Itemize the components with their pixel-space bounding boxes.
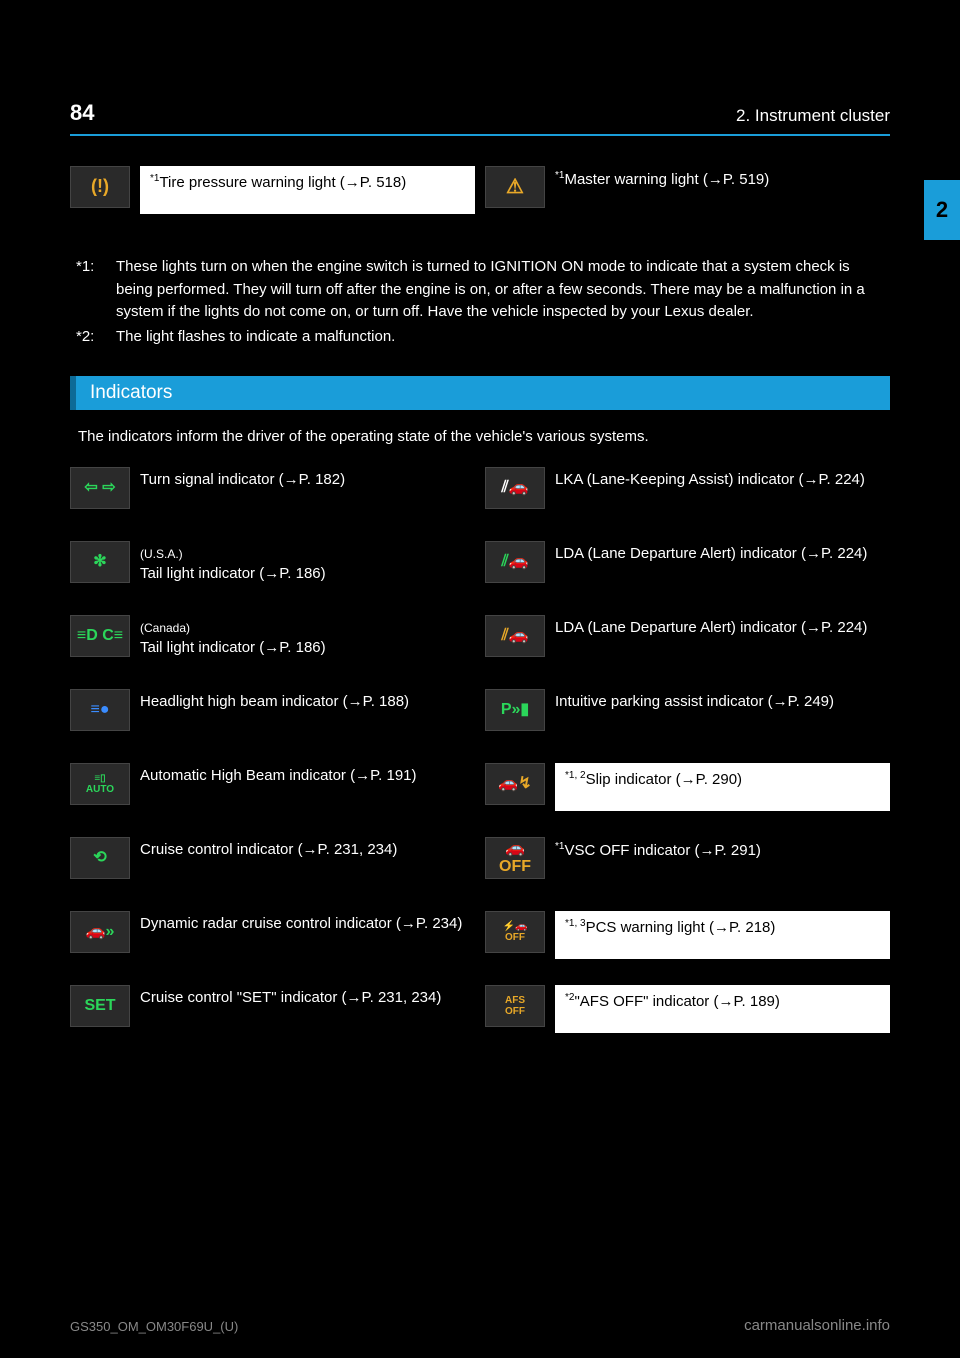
watermark: carmanualsonline.info (744, 1317, 890, 1334)
indicator-desc: (U.S.A.)Tail light indicator (→P. 186) (140, 541, 326, 585)
section-path: 2. Instrument cluster (736, 106, 890, 126)
indicator-desc: (Canada)Tail light indicator (→P. 186) (140, 615, 326, 659)
footer-doc-id: GS350_OM_OM30F69U_(U) (70, 1319, 238, 1334)
indicator-desc: LDA (Lane Departure Alert) indicator (→P… (555, 541, 867, 564)
high-beam-icon: ≡● (70, 689, 130, 731)
indicator-desc: Dynamic radar cruise control indicator (… (140, 911, 462, 934)
indicator-desc: Headlight high beam indicator (→P. 188) (140, 689, 409, 712)
indicator-row: ≡D C≡(Canada)Tail light indicator (→P. 1… (70, 615, 475, 681)
tire-pressure-desc: *1Tire pressure warning light (→P. 518) (140, 166, 475, 214)
indicator-row: ✻(U.S.A.)Tail light indicator (→P. 186) (70, 541, 475, 607)
afs-off-icon: AFS OFF (485, 985, 545, 1027)
indicator-desc: Cruise control indicator (→P. 231, 234) (140, 837, 397, 860)
indicators-left-col: ⇦ ⇨ Turn signal indicator (→P. 182) ✻(U.S.… (70, 467, 475, 1059)
indicators-heading: Indicators (70, 376, 890, 410)
indicator-desc: LDA (Lane Departure Alert) indicator (→P… (555, 615, 867, 638)
cruise-icon: ⟲ (70, 837, 130, 879)
master-warning-icon: ⚠ (485, 166, 545, 208)
indicator-desc: Intuitive parking assist indicator (→P. … (555, 689, 834, 712)
indicator-row: 🚗» Dynamic radar cruise control indicator… (70, 911, 475, 977)
indicator-row: ⫽🚗 LDA (Lane Departure Alert) indicator (… (485, 541, 890, 607)
slip-icon: 🚗↯ (485, 763, 545, 805)
tail-light-icon: ✻ (70, 541, 130, 583)
indicator-desc: Turn signal indicator (→P. 182) (140, 467, 345, 490)
indicator-desc: *1, 2Slip indicator (→P. 290) (555, 763, 890, 811)
cruise-set-icon: SET (70, 985, 130, 1027)
indicator-row: ⟲ Cruise control indicator (→P. 231, 234) (70, 837, 475, 903)
master-warning-desc: *1Master warning light (→P. 519) (555, 166, 769, 190)
parking-assist-icon: P»▮ (485, 689, 545, 731)
indicator-row: P»▮ Intuitive parking assist indicator (→… (485, 689, 890, 755)
indicators-intro: The indicators inform the driver of the … (78, 426, 890, 447)
warning-row-tire: (!) *1Tire pressure warning light (→P. 5… (70, 166, 475, 224)
notes-block: *1: These lights turn on when the engine… (70, 256, 890, 348)
lka-white-icon: ⫽🚗 (485, 467, 545, 509)
indicator-desc: LKA (Lane-Keeping Assist) indicator (→P.… (555, 467, 865, 490)
warning-row-master: ⚠ *1Master warning light (→P. 519) (485, 166, 890, 224)
indicator-row: ⚡🚗 OFF*1, 3PCS warning light (→P. 218) (485, 911, 890, 977)
auto-high-beam-icon: ≡▯ AUTO (70, 763, 130, 805)
indicator-desc: Automatic High Beam indicator (→P. 191) (140, 763, 417, 786)
indicator-row: 🚗↯*1, 2Slip indicator (→P. 290) (485, 763, 890, 829)
indicator-desc: *2"AFS OFF" indicator (→P. 189) (555, 985, 890, 1033)
indicator-row: ⫽🚗 LKA (Lane-Keeping Assist) indicator (→… (485, 467, 890, 533)
indicator-row: 🚗 OFF *1VSC OFF indicator (→P. 291) (485, 837, 890, 903)
lda-green-icon: ⫽🚗 (485, 541, 545, 583)
tail-light-ca-icon: ≡D C≡ (70, 615, 130, 657)
indicator-row: ≡▯ AUTO Automatic High Beam indicator (→P… (70, 763, 475, 829)
vsc-off-icon: 🚗 OFF (485, 837, 545, 879)
indicator-desc: *1VSC OFF indicator (→P. 291) (555, 837, 761, 861)
radar-cruise-icon: 🚗» (70, 911, 130, 953)
indicator-row: ⇦ ⇨ Turn signal indicator (→P. 182) (70, 467, 475, 533)
page-number: 84 (70, 100, 94, 126)
note-2: *2: The light flashes to indicate a malf… (76, 326, 884, 349)
lda-amber-icon: ⫽🚗 (485, 615, 545, 657)
note-1: *1: These lights turn on when the engine… (76, 256, 884, 324)
indicator-desc: *1, 3PCS warning light (→P. 218) (555, 911, 890, 959)
chapter-tab: 2 (924, 180, 960, 240)
indicator-row: ≡● Headlight high beam indicator (→P. 188… (70, 689, 475, 755)
page-header: 84 2. Instrument cluster (70, 100, 890, 136)
indicator-row: AFS OFF*2"AFS OFF" indicator (→P. 189) (485, 985, 890, 1051)
indicator-row: SET Cruise control "SET" indicator (→P. 2… (70, 985, 475, 1051)
tire-pressure-icon: (!) (70, 166, 130, 208)
indicator-desc: Cruise control "SET" indicator (→P. 231,… (140, 985, 441, 1008)
turn-signal-icon: ⇦ ⇨ (70, 467, 130, 509)
pcs-off-icon: ⚡🚗 OFF (485, 911, 545, 953)
indicators-right-col: ⫽🚗 LKA (Lane-Keeping Assist) indicator (→… (485, 467, 890, 1059)
indicator-row: ⫽🚗 LDA (Lane Departure Alert) indicator (… (485, 615, 890, 681)
